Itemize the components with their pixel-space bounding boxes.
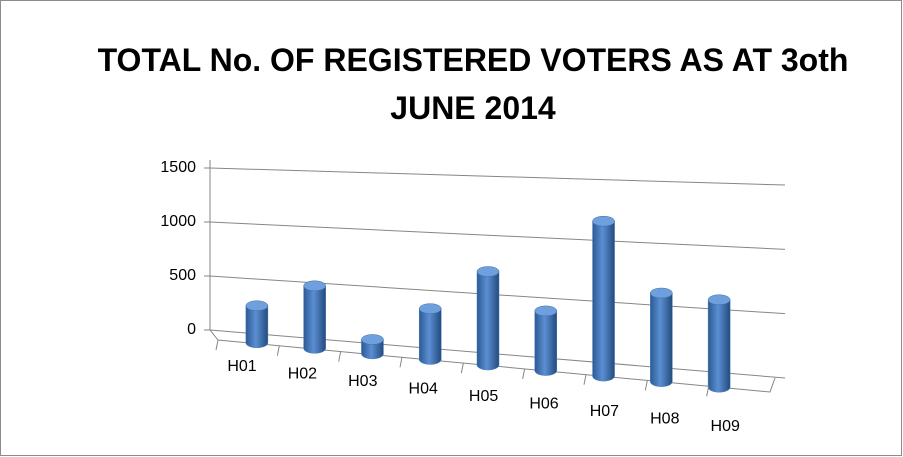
bar	[592, 215, 615, 382]
bar-body	[418, 308, 442, 365]
x-tick-label: H01	[227, 358, 256, 375]
bar-top	[707, 294, 731, 305]
grid-line	[209, 167, 786, 186]
x-tick-label: H02	[288, 366, 317, 383]
bar-top	[476, 266, 500, 277]
bar-body	[245, 305, 269, 348]
y-tick-label: 0	[187, 321, 196, 338]
bar	[707, 294, 731, 393]
x-tick-mark	[706, 386, 710, 397]
x-tick-mark	[399, 357, 403, 368]
bar-top	[534, 305, 558, 317]
x-tick-label: H05	[469, 388, 498, 405]
x-tick-label: H08	[650, 411, 679, 428]
bar-body	[650, 292, 673, 387]
x-tick-label: H09	[711, 418, 740, 435]
bar-body	[476, 271, 500, 371]
x-tick-label: H07	[590, 403, 619, 420]
bar	[650, 287, 673, 387]
x-tick-mark	[215, 339, 219, 351]
y-tick-label: 1500	[160, 159, 196, 176]
grid-line	[209, 221, 786, 250]
y-tick-label: 500	[169, 267, 196, 284]
bar-body	[707, 299, 731, 393]
y-tick-label: 1000	[160, 213, 196, 230]
bar-body	[361, 339, 384, 360]
bar-top	[418, 303, 442, 314]
bar	[303, 280, 326, 354]
chart-title: TOTAL No. OF REGISTERED VOTERS AS AT 3ot…	[97, 42, 849, 126]
x-tick-label: H06	[529, 396, 558, 413]
bar-top	[650, 287, 673, 299]
bar-body	[534, 310, 558, 376]
bar-top	[303, 280, 326, 292]
x-tick-mark	[644, 380, 648, 391]
bar-top	[361, 334, 384, 345]
x-tick-mark	[522, 368, 526, 379]
bar	[534, 305, 558, 376]
bar-top	[245, 300, 269, 311]
x-tick-mark	[338, 351, 342, 362]
x-tick-label: H04	[409, 381, 438, 398]
bar-body	[303, 285, 326, 354]
x-tick-label: H03	[348, 373, 377, 390]
x-tick-mark	[460, 363, 464, 374]
bar-body	[592, 220, 615, 382]
bar	[418, 303, 442, 365]
x-tick-mark	[276, 345, 280, 356]
bar	[476, 266, 500, 371]
x-tick-mark	[583, 374, 587, 385]
bar	[245, 300, 269, 348]
bar-top	[592, 215, 615, 227]
bar	[361, 334, 384, 360]
